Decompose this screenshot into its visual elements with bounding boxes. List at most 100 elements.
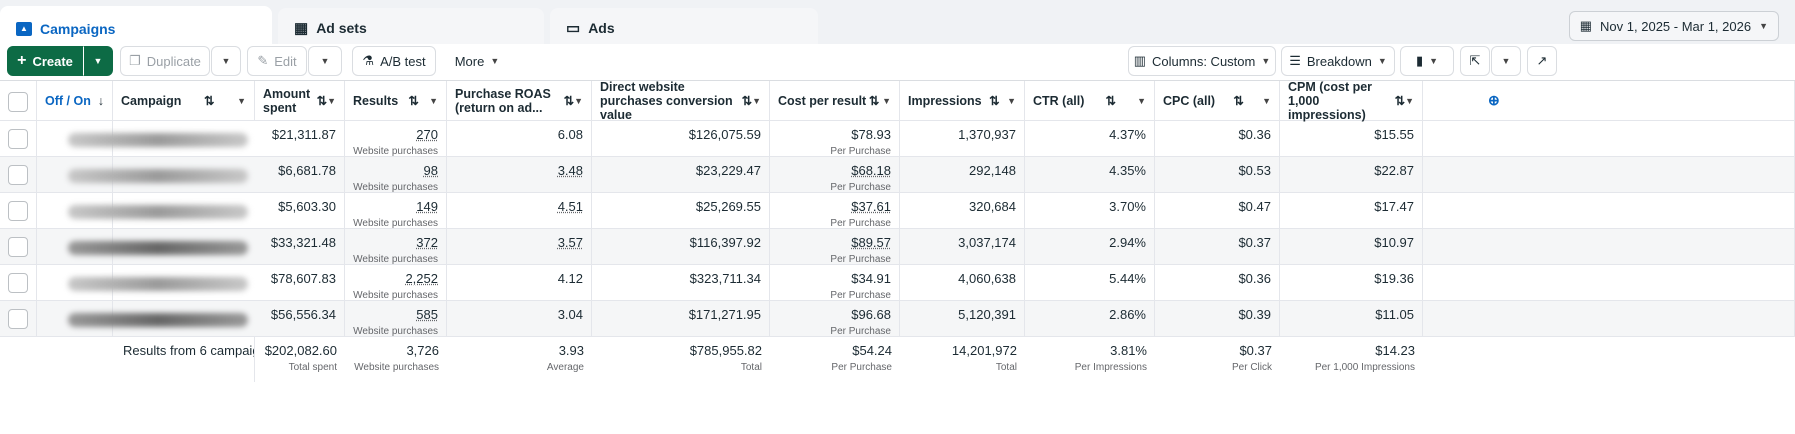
totals-label: Results from 6 campaigns [123, 343, 254, 358]
export-dropdown-button[interactable]: ▼ [1491, 46, 1521, 76]
column-header-purchase-roas[interactable]: Purchase ROAS (return on ad... ⇅ ▼ [447, 81, 592, 120]
chevron-down-icon[interactable]: ▼ [574, 95, 583, 106]
table-row[interactable]: $56,556.34 585 Website purchases 3.04 $171,2… [0, 301, 1795, 337]
edit-dropdown-button[interactable]: ▼ [308, 46, 342, 76]
total-cpr-subtext: Per Purchase [831, 362, 892, 373]
columns-button[interactable]: ▥ Columns: Custom ▼ [1128, 46, 1276, 76]
tab-ads[interactable]: ▭ Ads [550, 8, 818, 48]
column-header-off-on[interactable]: Off / On ↓ [37, 81, 113, 120]
cpm-value: $11.05 [1375, 307, 1414, 322]
cell-cpr[interactable]: $68.18 Per Purchase [770, 157, 900, 193]
cell-results[interactable]: 149 Website purchases [345, 193, 447, 229]
chevron-down-icon[interactable]: ▼ [429, 95, 438, 106]
column-header-campaign[interactable]: Campaign ⇅ ▼ [113, 81, 255, 120]
campaign-name-cell[interactable] [60, 265, 255, 300]
cell-cpm: $17.47 [1280, 193, 1423, 228]
ab-test-button[interactable]: ⚗ A/B test [352, 46, 436, 76]
ctr-value: 4.37% [1109, 127, 1146, 142]
table-row[interactable]: $6,681.78 98 Website purchases 3.48 $23,229.… [0, 157, 1795, 193]
select-all-checkbox[interactable] [8, 91, 28, 112]
table-row[interactable]: $78,607.83 2,252 Website purchases 4.12 $323… [0, 265, 1795, 301]
table-row[interactable]: $33,321.48 372 Website purchases 3.57 $116,3… [0, 229, 1795, 265]
cell-cpr[interactable]: $78.93 Per Purchase [770, 121, 900, 157]
table-row[interactable]: $5,603.30 149 Website purchases 4.51 $25,269… [0, 193, 1795, 229]
cell-impr: 292,148 [900, 157, 1025, 192]
chevron-down-icon[interactable]: ▼ [882, 95, 891, 106]
cell-ctr: 3.70% [1025, 193, 1155, 228]
tab-ad-sets[interactable]: ▦ Ad sets [278, 8, 544, 48]
campaign-name-cell[interactable] [60, 229, 255, 264]
export-button[interactable]: ⇱ [1460, 46, 1490, 76]
cell-results[interactable]: 372 Website purchases [345, 229, 447, 265]
date-range-picker[interactable]: ▦ Nov 1, 2025 - Mar 1, 2026 ▼ [1568, 11, 1779, 41]
row-checkbox[interactable] [8, 129, 28, 149]
campaign-name-cell[interactable] [60, 301, 255, 336]
cell-results[interactable]: 2,252 Website purchases [345, 265, 447, 301]
column-header-cpm[interactable]: CPM (cost per 1,000 impressions) ⇅ ▼ [1280, 80, 1423, 122]
total-roas: 3.93 Average [447, 337, 592, 382]
duplicate-dropdown-button[interactable]: ▼ [211, 46, 241, 76]
cell-results[interactable]: 585 Website purchases [345, 301, 447, 337]
row-checkbox[interactable] [8, 273, 28, 293]
charts-button[interactable]: ↗ [1527, 46, 1557, 76]
column-header-amount-spent[interactable]: Amount spent ⇅ ▼ [255, 81, 345, 120]
roas-value: 3.57 [557, 235, 583, 250]
campaign-name-cell[interactable] [60, 157, 255, 192]
breakdown-button[interactable]: ☰ Breakdown ▼ [1281, 46, 1395, 76]
cell-value: $171,271.95 [592, 301, 770, 336]
cell-results[interactable]: 270 Website purchases [345, 121, 447, 157]
results-value: 149 [416, 199, 438, 214]
chevron-down-icon[interactable]: ▼ [1007, 95, 1016, 106]
cpr-value: $37.61 [851, 199, 891, 214]
campaign-name-cell[interactable] [60, 193, 255, 228]
chevron-down-icon[interactable]: ▼ [752, 95, 761, 106]
row-checkbox[interactable] [8, 309, 28, 329]
row-checkbox[interactable] [8, 165, 28, 185]
duplicate-button[interactable]: ❐ Duplicate [120, 46, 210, 76]
chevron-down-icon[interactable]: ▼ [1262, 95, 1271, 106]
add-column-cell: ⊕ [1423, 81, 1795, 120]
column-header-cpc[interactable]: CPC (all) ⇅ ▼ [1155, 81, 1280, 120]
tab-campaigns[interactable]: ▲ Campaigns [0, 6, 272, 51]
more-button[interactable]: More ▼ [442, 46, 512, 76]
create-button[interactable]: + Create [7, 46, 83, 76]
cell-cpr[interactable]: $96.68 Per Purchase [770, 301, 900, 337]
chevron-down-icon[interactable]: ▼ [1137, 95, 1146, 106]
total-cpc: $0.37 Per Click [1155, 337, 1280, 382]
chevron-down-icon: ▼ [320, 56, 330, 66]
cpr-subtext: Per Purchase [830, 182, 891, 193]
row-checkbox[interactable] [8, 237, 28, 257]
cell-cpr[interactable]: $89.57 Per Purchase [770, 229, 900, 265]
chevron-down-icon[interactable]: ▼ [1405, 95, 1414, 106]
grid-icon: ▦ [294, 20, 309, 37]
empty-cell [1423, 157, 1795, 192]
empty-cell [1423, 193, 1795, 228]
ad-window-icon: ▭ [566, 20, 581, 37]
chevron-down-icon[interactable]: ▼ [237, 95, 246, 106]
cell-spent: $5,603.30 [255, 193, 345, 228]
cell-cpr[interactable]: $37.61 Per Purchase [770, 193, 900, 229]
campaign-name-cell[interactable] [60, 121, 255, 156]
create-dropdown-button[interactable]: ▼ [83, 46, 113, 76]
add-column-icon[interactable]: ⊕ [1488, 92, 1500, 108]
cell-cpc: $0.53 [1155, 157, 1280, 192]
row-checkbox[interactable] [8, 201, 28, 221]
column-header-direct-website-purchases-value[interactable]: Direct website purchases conversion valu… [592, 80, 770, 122]
column-header-results[interactable]: Results ⇅ ▼ [345, 81, 447, 120]
column-header-impressions[interactable]: Impressions ⇅ ▼ [900, 81, 1025, 120]
cell-results[interactable]: 98 Website purchases [345, 157, 447, 193]
cell-cpr[interactable]: $34.91 Per Purchase [770, 265, 900, 301]
edit-button[interactable]: ✎ Edit [247, 46, 307, 76]
table-row[interactable]: $21,311.87 270 Website purchases 6.08 $126,0… [0, 121, 1795, 157]
cpm-value: $22.87 [1374, 163, 1414, 178]
column-header-ctr[interactable]: CTR (all) ⇅ ▼ [1025, 81, 1155, 120]
reports-button[interactable]: ▮ ▼ [1400, 46, 1454, 76]
spent-value: $78,607.83 [270, 271, 336, 286]
chevron-down-icon[interactable]: ▼ [327, 95, 336, 106]
cell-cpm: $22.87 [1280, 157, 1423, 192]
roas-value: 4.51 [557, 199, 583, 214]
total-spent: $202,082.60 Total spent [255, 337, 345, 382]
value-value: $171,271.95 [688, 307, 761, 322]
column-header-cost-per-result[interactable]: Cost per result ⇅ ▼ [770, 81, 900, 120]
column-title: Results [353, 93, 399, 108]
